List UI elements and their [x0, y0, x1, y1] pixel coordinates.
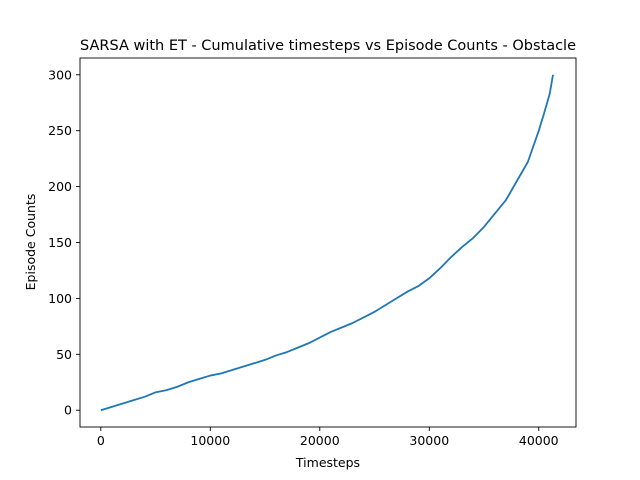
y-tick-label: 50	[56, 347, 72, 362]
y-axis: 0 50 100 150 200 250 300	[48, 67, 80, 418]
x-axis: 0 10000 20000 30000 40000	[97, 427, 559, 448]
x-tick-label: 30000	[409, 433, 449, 448]
y-tick-label: 300	[48, 67, 72, 82]
x-tick-label: 0	[97, 433, 105, 448]
chart-title: SARSA with ET - Cumulative timesteps vs …	[80, 38, 576, 54]
series-line-0	[100, 74, 554, 412]
plot-area	[79, 57, 577, 428]
y-tick-label: 150	[48, 235, 72, 250]
x-tick-label: 20000	[300, 433, 340, 448]
x-axis-label: Timesteps	[295, 455, 360, 470]
y-axis-label: Episode Counts	[23, 194, 38, 291]
y-tick-label: 250	[48, 123, 72, 138]
y-tick-label: 0	[64, 403, 72, 418]
y-tick-label: 200	[48, 179, 72, 194]
x-tick-label: 40000	[519, 433, 559, 448]
y-tick-label: 100	[48, 291, 72, 306]
x-tick-label: 10000	[190, 433, 230, 448]
plot-frame	[79, 57, 577, 428]
